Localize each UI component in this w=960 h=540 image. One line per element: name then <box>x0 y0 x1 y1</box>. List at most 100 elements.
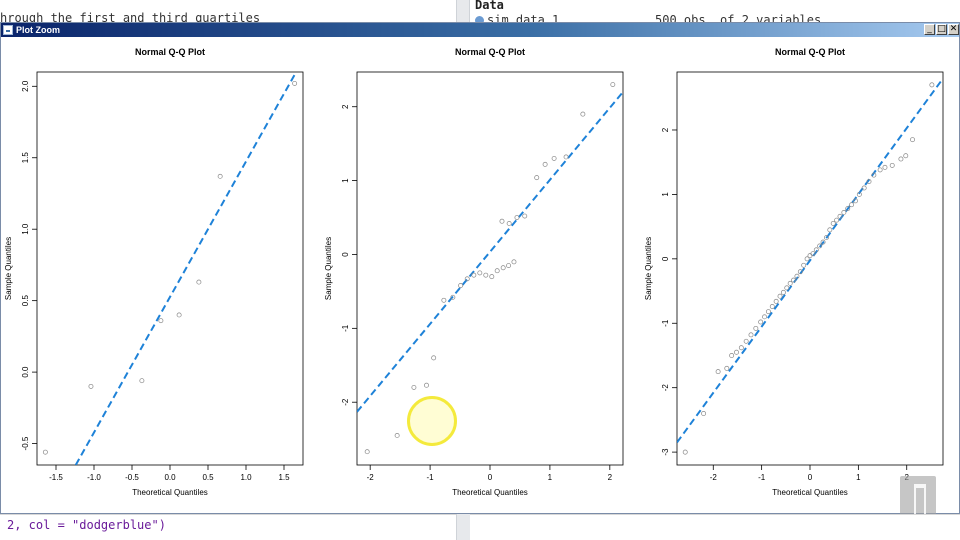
qq-plot-3-point <box>877 167 883 173</box>
console-pane[interactable]: 2, col = "dodgerblue") <box>0 514 456 540</box>
qq-plot-1-ytick-label: 0.5 <box>21 295 30 307</box>
qq-plot-3-point <box>753 325 759 331</box>
qq-plot-1-title: Normal Q-Q Plot <box>135 47 205 57</box>
qq-plot-2-xtick-label: 2 <box>608 473 613 482</box>
qq-plot-3: Normal Q-Q Plot Theoretical Quantiles Samp… <box>644 47 944 497</box>
qq-plot-3-point <box>797 269 803 275</box>
qq-plot-2-point <box>424 382 429 388</box>
qq-plot-2-point <box>534 175 540 181</box>
qq-plot-3-ytick-label: 0 <box>661 256 670 261</box>
qq-plot-3-ytick-label: 2 <box>661 127 670 132</box>
qq-plot-2-xlabel: Theoretical Quantiles <box>452 488 528 497</box>
qq-plot-2-point <box>551 155 557 161</box>
qq-plot-1-ytick-label: 1.0 <box>21 223 30 235</box>
qq-plot-1: Normal Q-Q Plot Theoretical Quantiles Samp… <box>4 47 304 497</box>
editor-pane[interactable]: hrough the first and third quartiles <box>0 0 422 24</box>
qq-plot-3-frame <box>676 71 944 466</box>
qq-plot-2-frame <box>356 71 624 466</box>
qq-plot-1-point <box>158 318 164 324</box>
qq-plot-3-xtick-label: -2 <box>710 473 718 482</box>
cursor-highlight <box>407 396 457 446</box>
qq-plot-2-ytick-label: 1 <box>341 178 350 183</box>
qq-plot-1-point <box>292 80 298 86</box>
window-app-icon <box>3 25 13 35</box>
env-item-name: sim.data.1 <box>487 13 560 24</box>
qq-plot-3-point <box>841 209 847 215</box>
qq-plot-3-point <box>748 332 754 338</box>
qq-plot-3-point <box>827 227 833 233</box>
qq-plot-2-ytick-label: -2 <box>341 398 350 406</box>
qq-plot-3-point <box>787 280 793 286</box>
qq-plot-3-point <box>903 153 909 159</box>
qq-plot-2-xtick-label: -2 <box>367 473 375 482</box>
plot-zoom-window[interactable]: Plot Zoom _ □ ✕ Normal Q-Q Plot Theoretic… <box>0 22 960 514</box>
qq-plot-1-point <box>88 383 94 389</box>
qq-plot-2-point <box>494 268 500 274</box>
qq-plot-3-point <box>729 353 735 358</box>
qq-plot-3-point <box>794 273 800 279</box>
qq-plot-2-xtick-label: 0 <box>488 473 493 482</box>
qq-plot-3-ytick-label: -3 <box>661 448 670 456</box>
qq-plot-2-point <box>477 270 483 276</box>
qq-plot-1-xtick-label: 1.5 <box>278 473 290 482</box>
qq-plot-1-ytick-label: 0.0 <box>21 366 30 378</box>
qq-plot-2-point <box>610 82 616 88</box>
minimize-button[interactable]: _ <box>924 24 935 35</box>
qq-plot-3-point <box>810 251 816 257</box>
qq-plot-3-ytick-label: -2 <box>661 384 670 392</box>
qq-plot-3-point <box>784 285 790 291</box>
qq-plot-2-point <box>500 265 506 271</box>
qq-plot-1-frame <box>36 71 304 466</box>
qq-plot-3-point <box>780 289 786 295</box>
qq-plot-2-point <box>580 111 586 117</box>
close-button[interactable]: ✕ <box>948 24 959 35</box>
qq-plot-1-ytick-label: 2.0 <box>21 80 30 92</box>
console-splitter[interactable] <box>456 514 470 540</box>
plots-pane-strip <box>470 514 960 540</box>
maximize-button[interactable]: □ <box>936 24 947 35</box>
qq-plot-3-point <box>845 206 851 212</box>
qq-plot-2-ytick-label: -1 <box>341 324 350 332</box>
qq-plot-3-xtick-label: 1 <box>856 473 861 482</box>
qq-plot-2-ylabel: Sample Quantiles <box>324 237 333 300</box>
qq-plot-3-point <box>758 319 764 325</box>
qq-plot-3-point <box>734 349 739 355</box>
qq-plot-2-point <box>499 218 505 224</box>
qq-plot-3-point <box>715 369 721 375</box>
qq-plot-2-point <box>458 283 464 288</box>
qq-plot-1-ytick-label: 1.5 <box>21 152 30 164</box>
qq-plot-3-point <box>853 198 858 204</box>
qq-plot-3-ytick-label: 1 <box>661 192 670 197</box>
qq-plot-1-point <box>217 173 223 179</box>
environment-pane[interactable]: Data sim.data.1 500 obs. of 2 variables <box>470 0 960 24</box>
qq-plot-2-point <box>441 297 447 303</box>
qq-plot-2-point <box>394 433 400 438</box>
qq-plot-3-xtick-label: -1 <box>758 473 766 482</box>
qq-plot-2-point <box>542 161 548 167</box>
qq-plot-3-point <box>882 164 888 170</box>
qq-plot-3-point <box>856 191 862 197</box>
qq-plot-2: Normal Q-Q Plot Theoretical Quantiles Samp… <box>324 47 624 497</box>
qq-plot-2-point <box>364 449 370 455</box>
qq-plot-3-point <box>773 298 779 304</box>
qq-plot-3-point <box>769 304 775 309</box>
qq-plot-1-point <box>176 312 182 318</box>
qq-plot-2-point <box>431 355 437 361</box>
qq-plot-3-point <box>834 217 840 223</box>
editor-line: hrough the first and third quartiles <box>0 11 261 24</box>
qq-plot-1-ytick-label: -0.5 <box>21 436 30 450</box>
qq-plot-2-point <box>506 263 512 268</box>
window-titlebar[interactable]: Plot Zoom _ □ ✕ <box>1 23 959 37</box>
qq-plot-1-point <box>42 449 48 455</box>
qq-plot-3-point <box>738 345 744 351</box>
qq-plot-2-point <box>450 294 456 300</box>
pane-splitter[interactable] <box>456 0 470 24</box>
window-title: Plot Zoom <box>16 25 60 35</box>
qq-plot-1-xtick-label: 0.0 <box>164 473 176 482</box>
env-item-row[interactable]: sim.data.1 500 obs. of 2 variables <box>475 13 821 24</box>
qq-plot-1-xtick-label: 0.5 <box>202 473 214 482</box>
expand-icon[interactable] <box>475 16 484 24</box>
qq-plot-3-point <box>682 449 688 455</box>
qq-plot-1-xtick-label: -1.5 <box>49 473 63 482</box>
